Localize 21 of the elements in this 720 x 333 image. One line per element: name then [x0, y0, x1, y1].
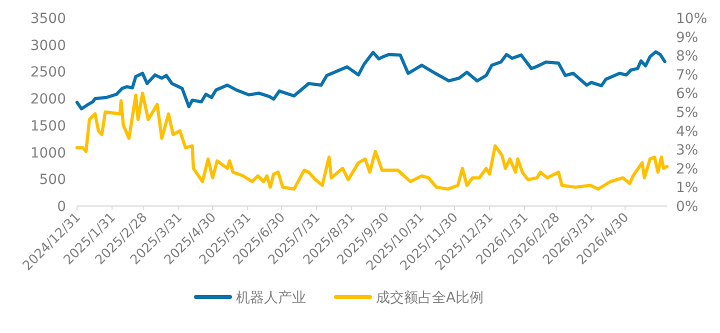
y-tick-label: 1000	[30, 145, 66, 162]
legend-label: 机器人产业	[236, 290, 306, 306]
y2-tick-label: 5%	[676, 105, 698, 121]
y2-tick-label: 9%	[676, 30, 698, 46]
y2-tick-label: 10%	[676, 11, 708, 27]
y2-tick-label: 0%	[676, 199, 698, 215]
y-tick-label: 500	[39, 172, 66, 188]
y-tick-label: 2500	[30, 64, 66, 81]
y2-tick-label: 1%	[676, 180, 698, 196]
y2-tick-label: 6%	[676, 86, 698, 102]
y-tick-label: 3500	[30, 11, 66, 27]
y2-tick-label: 3%	[676, 142, 698, 159]
y2-tick-label: 2%	[676, 161, 698, 178]
y2-tick-label: 8%	[676, 48, 698, 65]
y2-tick-label: 7%	[676, 67, 698, 84]
y-tick-label: 3000	[30, 38, 66, 54]
y2-tick-label: 4%	[676, 124, 698, 140]
y-tick-label: 0	[57, 199, 66, 215]
y-tick-label: 2000	[30, 92, 66, 108]
y-tick-label: 1500	[30, 118, 66, 134]
legend-label: 成交额占全A比例	[376, 290, 484, 306]
